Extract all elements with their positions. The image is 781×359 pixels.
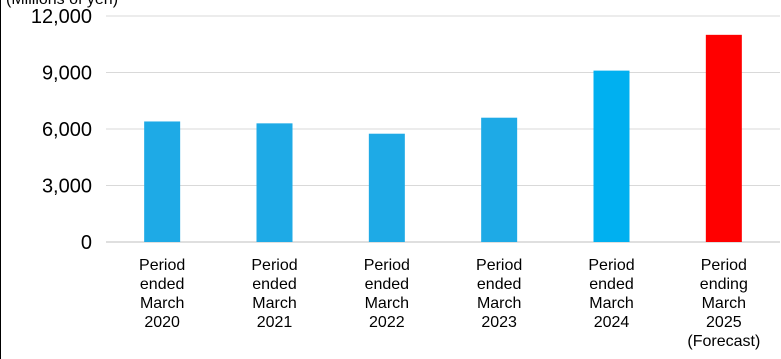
y-tick-label: 12,000 bbox=[31, 6, 92, 28]
bar bbox=[368, 133, 405, 242]
x-tick-label: Period ending March 2025 (Forecast) bbox=[687, 257, 760, 350]
bars bbox=[144, 34, 742, 243]
x-tick-label: Period ended March 2024 bbox=[588, 257, 634, 331]
bar bbox=[256, 123, 293, 242]
bar bbox=[481, 117, 518, 242]
x-tick-label: Period ended March 2023 bbox=[476, 257, 522, 331]
y-tick-label: 0 bbox=[81, 232, 92, 254]
bar bbox=[705, 34, 742, 243]
x-tick-label: Period ended March 2021 bbox=[251, 257, 297, 331]
unit-label: (Millions of yen) bbox=[6, 0, 118, 8]
y-axis: 0 3,000 6,000 9,000 12,000 bbox=[31, 6, 92, 254]
x-axis: Period ended March 2020 Period ended March 2021… bbox=[139, 257, 760, 350]
bar bbox=[593, 70, 630, 242]
x-tick-label: Period ended March 2020 bbox=[139, 257, 185, 331]
bar bbox=[144, 121, 181, 242]
y-tick-label: 3,000 bbox=[42, 176, 92, 198]
y-tick-label: 9,000 bbox=[42, 63, 92, 85]
y-tick-label: 6,000 bbox=[42, 119, 92, 141]
x-tick-label: Period ended March 2022 bbox=[364, 257, 410, 331]
